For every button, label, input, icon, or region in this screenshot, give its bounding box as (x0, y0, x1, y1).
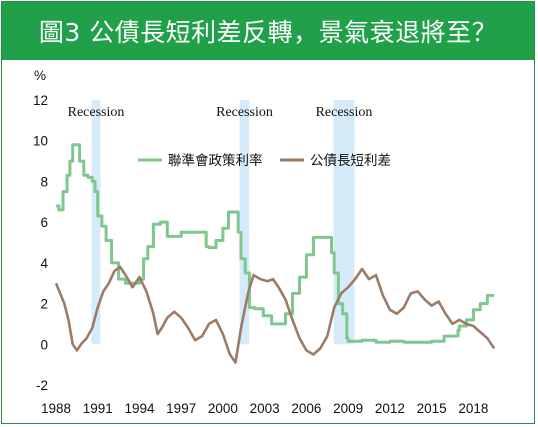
x-tick-label: 1994 (124, 401, 155, 416)
legend-label: 聯準會政策利率 (168, 152, 263, 169)
legend: 聯準會政策利率 公債長短利差 (138, 152, 391, 169)
y-tick-label: -2 (36, 378, 48, 393)
x-tick-label: 2003 (250, 401, 280, 416)
y-tick-label: 12 (33, 93, 48, 108)
recession-label: Recession (68, 105, 125, 120)
chart-title: 圖3 公債長短利差反轉，景氣衰退將至？ (2, 2, 534, 60)
x-tick-label: 2006 (291, 401, 321, 416)
x-tick-label: 1997 (166, 401, 196, 416)
series-line (54, 265, 496, 364)
y-tick-label: 4 (40, 256, 48, 271)
y-tick-label: 10 (33, 134, 48, 149)
x-tick-label: 2009 (333, 401, 363, 416)
x-tick-label: 2018 (458, 401, 488, 416)
x-tick-label: 1988 (41, 401, 71, 416)
y-tick-label: 8 (40, 174, 48, 189)
y-tick-label: 0 (40, 337, 48, 352)
y-tick-label: 6 (40, 215, 48, 230)
y-tick-label: 2 (40, 297, 48, 312)
series-line (56, 143, 495, 344)
recession-bands: Recession Recession Recession (68, 100, 373, 345)
x-tick-label: 2012 (375, 401, 405, 416)
series-lines (54, 143, 496, 364)
axes: % 12 10 8 6 4 2 0 -2 1988 1991 1994 1997 2000 2003 2006… (33, 68, 488, 416)
recession-label: Recession (316, 105, 373, 120)
recession-band (91, 100, 101, 345)
legend-label: 公債長短利差 (310, 153, 391, 169)
x-tick-label: 2000 (208, 401, 238, 416)
x-tick-label: 2015 (417, 401, 447, 416)
recession-label: Recession (216, 105, 273, 120)
recession-band (239, 100, 250, 345)
y-axis-unit: % (34, 68, 46, 83)
x-tick-label: 1991 (83, 401, 113, 416)
